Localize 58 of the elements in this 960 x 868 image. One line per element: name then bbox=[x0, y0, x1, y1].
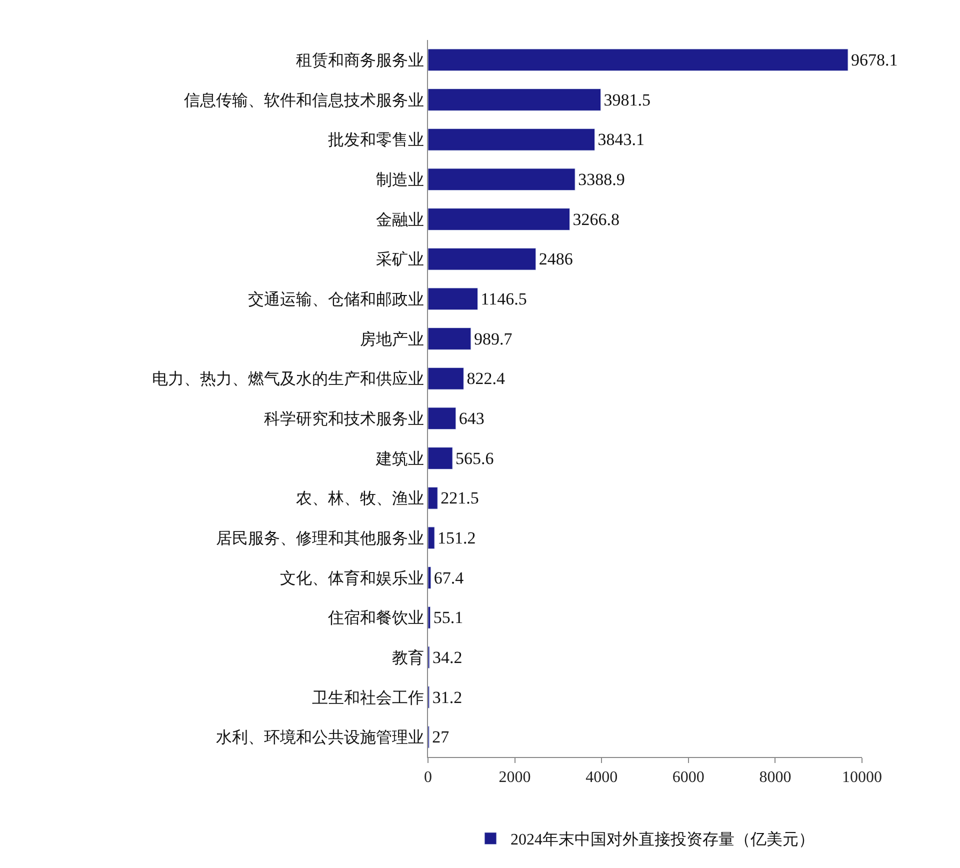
bar bbox=[428, 606, 431, 629]
data-label: 3388.9 bbox=[578, 170, 625, 189]
bar bbox=[428, 566, 432, 589]
data-label: 221.5 bbox=[440, 488, 479, 508]
bar bbox=[428, 486, 438, 510]
y-tick-label: 制造业 bbox=[376, 171, 424, 190]
data-label: 1146.5 bbox=[480, 289, 527, 308]
y-tick-label: 水利、环境和公共设施管理业 bbox=[216, 728, 424, 747]
y-tick-label: 教育 bbox=[392, 649, 424, 668]
bar bbox=[428, 328, 472, 350]
y-tick-label: 批发和零售业 bbox=[328, 131, 424, 150]
x-tick-label: 2000 bbox=[498, 769, 531, 786]
y-tick-label: 卫生和社会工作 bbox=[312, 688, 424, 707]
y-tick-label: 住宿和餐饮业 bbox=[326, 609, 424, 628]
y-tick-label: 建筑业 bbox=[374, 450, 424, 468]
y-tick-label: 电力、热力、燃气及水的生产和供应业 bbox=[152, 370, 424, 388]
x-tick-label: 4000 bbox=[586, 769, 618, 786]
y-tick-label: 信息传输、软件和信息技术服务业 bbox=[184, 91, 424, 110]
data-label: 27 bbox=[432, 728, 450, 747]
data-label: 3981.5 bbox=[604, 90, 651, 110]
x-tick-label: 0 bbox=[424, 769, 432, 786]
data-label: 822.4 bbox=[466, 369, 506, 388]
bar bbox=[428, 88, 602, 111]
data-label: 989.7 bbox=[474, 329, 513, 348]
bar bbox=[428, 128, 596, 151]
data-label: 9678.1 bbox=[851, 50, 898, 70]
x-tick-label: 8000 bbox=[759, 769, 792, 786]
y-tick-label: 交通运输、仓储和邮政业 bbox=[248, 290, 424, 309]
y-tick-label: 租赁和商务服务业 bbox=[296, 52, 424, 70]
data-label: 151.2 bbox=[438, 528, 476, 548]
y-tick-label: 居民服务、修理和其他服务业 bbox=[216, 530, 424, 548]
data-label: 31.2 bbox=[432, 688, 462, 707]
bar bbox=[428, 248, 536, 270]
x-tick-label: 10000 bbox=[842, 769, 882, 786]
bar bbox=[428, 288, 478, 310]
legend-label: 2024年末中国对外直接投资存量（亿美元） bbox=[510, 830, 814, 849]
x-tick-label: 6000 bbox=[672, 769, 704, 786]
bar bbox=[428, 168, 576, 191]
data-label: 55.1 bbox=[433, 608, 464, 628]
data-label: 34.2 bbox=[432, 648, 462, 667]
bar bbox=[428, 447, 453, 470]
data-label: 643 bbox=[458, 408, 484, 428]
bar bbox=[428, 526, 435, 550]
bar bbox=[428, 208, 570, 230]
bar bbox=[428, 407, 456, 430]
bar bbox=[428, 367, 464, 390]
data-label: 3266.8 bbox=[572, 210, 620, 229]
data-label: 2486 bbox=[538, 250, 573, 269]
data-label: 67.4 bbox=[434, 568, 464, 588]
y-tick-label: 采矿业 bbox=[376, 250, 424, 269]
y-tick-label: 科学研究和技术服务业 bbox=[264, 410, 424, 428]
y-tick-label: 金融业 bbox=[376, 210, 424, 229]
y-tick-label: 农、林、牧、渔业 bbox=[296, 490, 424, 508]
y-tick-label: 文化、体育和娱乐业 bbox=[280, 569, 424, 588]
data-label: 565.6 bbox=[456, 448, 494, 468]
y-tick-label: 房地产业 bbox=[360, 330, 424, 348]
data-label: 3843.1 bbox=[598, 130, 645, 150]
bar bbox=[428, 48, 848, 72]
